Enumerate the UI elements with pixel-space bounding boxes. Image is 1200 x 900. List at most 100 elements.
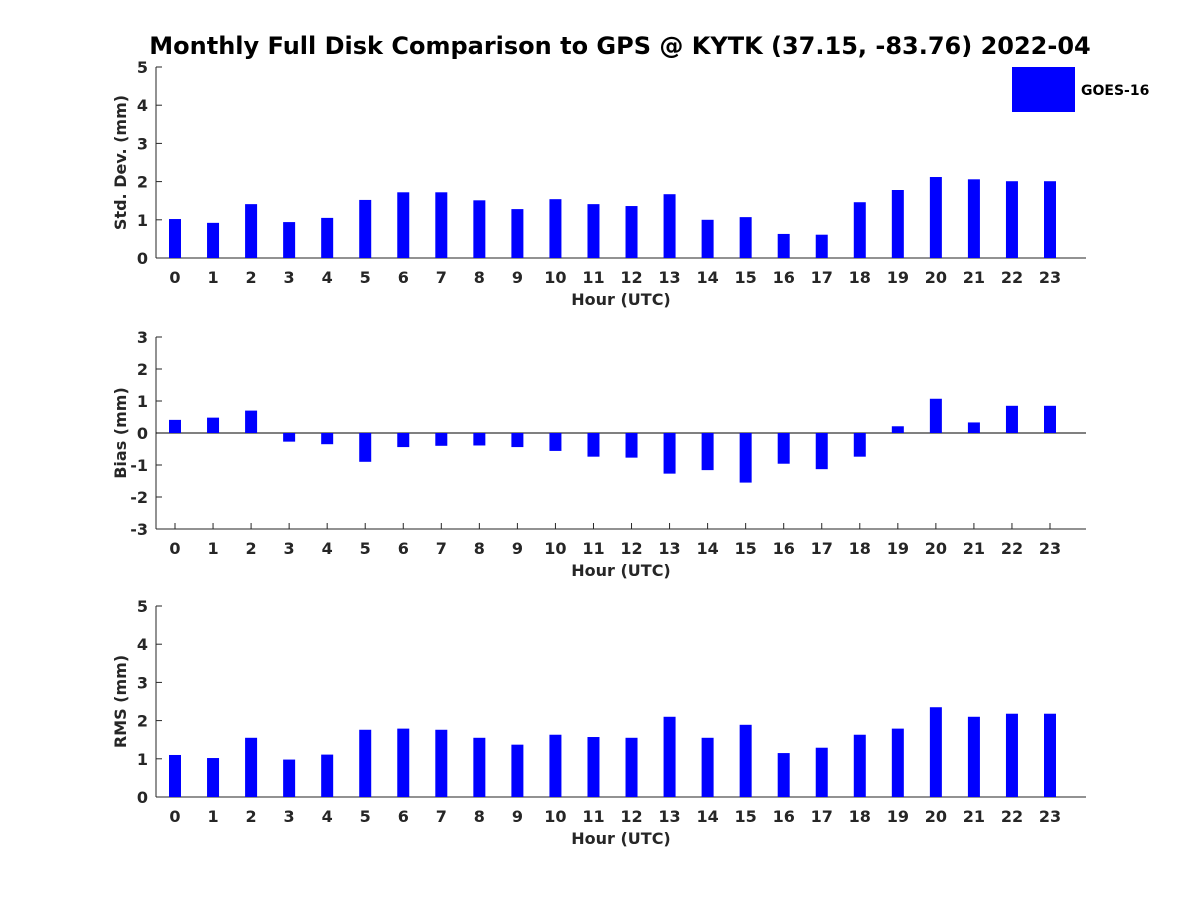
y-axis-label: RMS (mm) [111, 655, 130, 748]
y-tick-label: 1 [137, 750, 148, 769]
y-tick-label: 3 [137, 673, 148, 692]
bar [549, 734, 562, 797]
y-tick-label: 3 [137, 328, 148, 347]
x-axis-label: Hour (UTC) [571, 829, 671, 848]
bar [245, 204, 258, 258]
y-tick-label: 2 [137, 173, 148, 192]
x-tick-label: 12 [620, 807, 642, 826]
y-tick-label: 5 [137, 58, 148, 77]
figure-title: Monthly Full Disk Comparison to GPS @ KY… [149, 32, 1090, 60]
bar [853, 202, 866, 258]
x-tick-label: 0 [169, 268, 180, 287]
bar [207, 417, 220, 433]
x-tick-label: 2 [246, 268, 257, 287]
y-tick-label: 2 [137, 360, 148, 379]
x-tick-label: 18 [849, 539, 871, 558]
x-tick-label: 9 [512, 268, 523, 287]
x-axis-label: Hour (UTC) [571, 561, 671, 580]
y-tick-label: 0 [137, 424, 148, 443]
bar [169, 419, 181, 433]
bar [473, 200, 486, 258]
x-tick-label: 0 [169, 807, 180, 826]
bar [511, 209, 524, 258]
bar [359, 433, 372, 462]
bar [1044, 181, 1056, 258]
bar [777, 753, 790, 797]
x-tick-label: 11 [582, 268, 604, 287]
x-tick-label: 10 [544, 539, 566, 558]
bar [245, 410, 258, 433]
bar [397, 433, 410, 448]
bar [777, 233, 790, 258]
x-tick-label: 1 [207, 268, 218, 287]
y-tick-label: 4 [137, 635, 148, 654]
x-tick-label: 12 [620, 539, 642, 558]
x-tick-label: 5 [360, 807, 371, 826]
bar [359, 729, 372, 797]
y-tick-label: -1 [130, 456, 148, 475]
bar [1044, 405, 1056, 433]
y-tick-label: -3 [130, 520, 148, 539]
bar [1005, 713, 1018, 797]
x-tick-label: 14 [696, 807, 718, 826]
bar [739, 433, 752, 483]
x-tick-label: 4 [322, 268, 333, 287]
x-tick-label: 19 [887, 807, 909, 826]
legend: GOES-16 [1012, 67, 1149, 112]
bar [625, 737, 638, 797]
bar [587, 737, 600, 797]
bar [853, 433, 866, 457]
bar [397, 728, 410, 797]
y-axis-label: Bias (mm) [111, 387, 130, 479]
bar [549, 433, 562, 451]
bar [321, 217, 334, 258]
bar [587, 204, 600, 258]
bar [663, 194, 676, 258]
x-tick-label: 5 [360, 268, 371, 287]
x-tick-label: 9 [512, 539, 523, 558]
bar [321, 433, 334, 445]
x-tick-label: 13 [658, 268, 680, 287]
bar [739, 217, 752, 258]
bar [283, 759, 296, 797]
x-tick-label: 16 [773, 268, 795, 287]
x-tick-label: 22 [1001, 268, 1023, 287]
x-tick-label: 1 [207, 539, 218, 558]
y-tick-label: 3 [137, 134, 148, 153]
x-tick-label: 8 [474, 268, 485, 287]
x-tick-label: 23 [1039, 539, 1061, 558]
bar [587, 433, 600, 457]
x-tick-label: 6 [398, 268, 409, 287]
bar [625, 206, 638, 258]
bar [549, 199, 562, 258]
x-tick-label: 13 [658, 539, 680, 558]
bar [169, 754, 181, 797]
x-tick-label: 14 [696, 268, 718, 287]
x-tick-label: 12 [620, 268, 642, 287]
bar [815, 747, 828, 797]
x-tick-label: 4 [322, 539, 333, 558]
bar [1044, 713, 1056, 797]
x-tick-label: 15 [735, 807, 757, 826]
x-tick-label: 3 [284, 539, 295, 558]
x-tick-label: 21 [963, 539, 985, 558]
bar [929, 707, 942, 797]
bar [435, 192, 448, 258]
x-tick-label: 10 [544, 807, 566, 826]
y-tick-label: 4 [137, 96, 148, 115]
bar [967, 716, 980, 797]
y-tick-label: 2 [137, 712, 148, 731]
x-tick-label: 6 [398, 807, 409, 826]
x-tick-label: 14 [696, 539, 718, 558]
y-tick-label: 0 [137, 249, 148, 268]
x-tick-label: 7 [436, 539, 447, 558]
x-axis-label: Hour (UTC) [571, 290, 671, 309]
bar [663, 716, 676, 797]
x-tick-label: 11 [582, 539, 604, 558]
legend-swatch [1012, 67, 1075, 112]
bar [1005, 405, 1018, 433]
x-tick-label: 17 [811, 539, 833, 558]
